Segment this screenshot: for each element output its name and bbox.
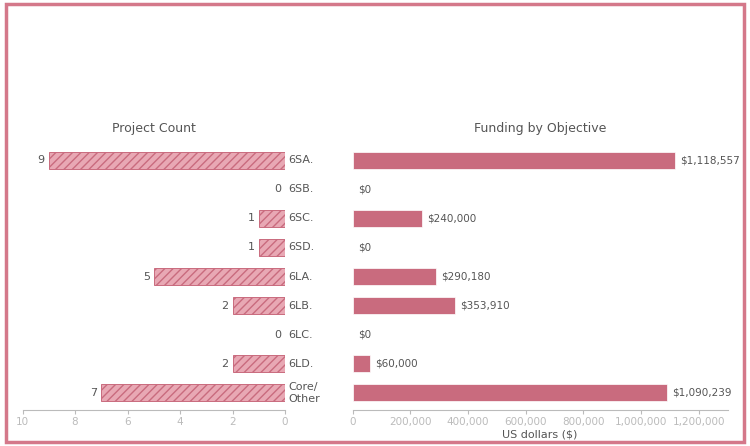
Bar	[352, 355, 370, 372]
Text: 2: 2	[221, 359, 229, 369]
Text: Question 6 - Lifespan Issues: Question 6 - Lifespan Issues	[269, 48, 481, 61]
Text: $60,000: $60,000	[375, 359, 418, 369]
Bar	[352, 152, 675, 169]
Bar	[154, 268, 285, 285]
Text: 6LD.: 6LD.	[288, 359, 314, 369]
Text: 6LC.: 6LC.	[288, 330, 313, 340]
Bar	[49, 152, 285, 169]
Bar	[259, 210, 285, 227]
Bar	[232, 297, 285, 314]
Text: $290,180: $290,180	[442, 272, 491, 281]
Text: 6SA.: 6SA.	[288, 155, 314, 165]
Text: Core/
Other: Core/ Other	[288, 382, 320, 404]
Text: $0: $0	[358, 330, 370, 340]
Bar	[352, 297, 454, 314]
Text: 5: 5	[142, 272, 150, 281]
Bar	[352, 268, 436, 285]
Text: 1: 1	[248, 213, 255, 223]
Text: 0: 0	[274, 330, 281, 340]
Bar	[101, 384, 285, 401]
Text: 6LA.: 6LA.	[288, 272, 313, 281]
Bar	[259, 239, 285, 256]
Bar	[352, 384, 667, 401]
Text: 6SD.: 6SD.	[288, 243, 315, 252]
Text: $0: $0	[358, 243, 370, 252]
Text: 9: 9	[38, 155, 45, 165]
Text: US dollars ($): US dollars ($)	[503, 429, 578, 439]
Text: 7: 7	[90, 388, 98, 398]
Text: Total Funding: $3,152,885: Total Funding: $3,152,885	[278, 72, 472, 85]
Text: $1,090,239: $1,090,239	[672, 388, 732, 398]
Text: 6SB.: 6SB.	[288, 184, 314, 194]
Text: 6LB.: 6LB.	[288, 301, 313, 310]
Bar	[232, 355, 285, 372]
Text: Number of Projects: 27: Number of Projects: 27	[288, 96, 462, 109]
Text: 2: 2	[221, 301, 229, 310]
Text: 0: 0	[274, 184, 281, 194]
Text: 2013: 2013	[350, 24, 400, 42]
Text: Project Count: Project Count	[112, 122, 196, 135]
Bar	[352, 210, 422, 227]
Text: 1: 1	[248, 243, 255, 252]
Text: 6SC.: 6SC.	[288, 213, 314, 223]
Text: $1,118,557: $1,118,557	[680, 155, 740, 165]
Text: Funding by Objective: Funding by Objective	[474, 122, 606, 135]
Text: $0: $0	[358, 184, 370, 194]
Text: $353,910: $353,910	[460, 301, 509, 310]
Text: $240,000: $240,000	[427, 213, 476, 223]
